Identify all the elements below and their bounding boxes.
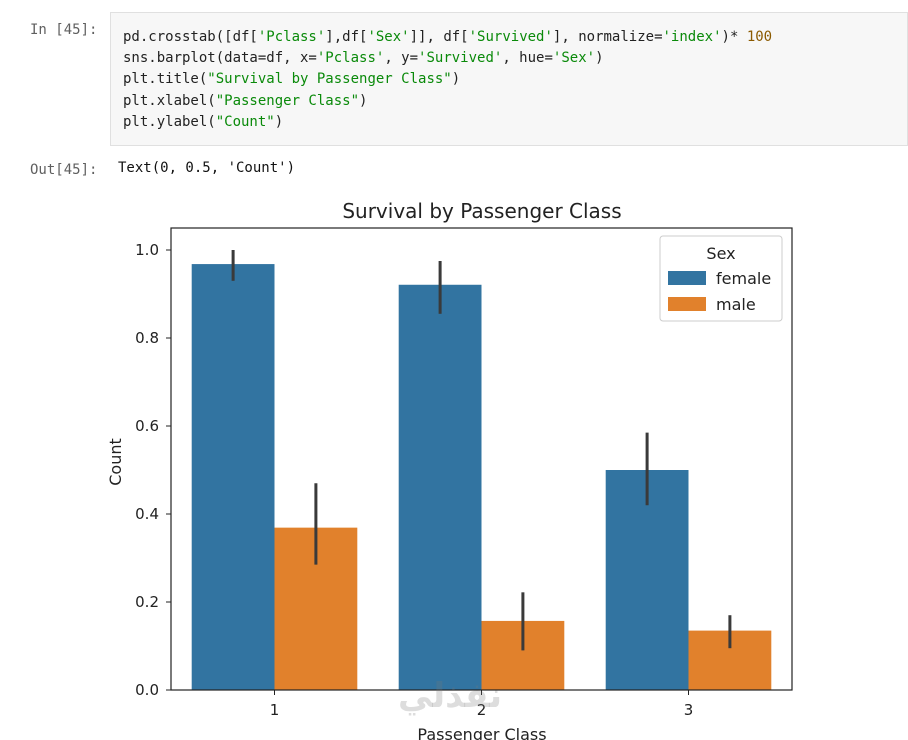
legend-label-female: female (716, 269, 771, 288)
y-tick-label: 0.2 (135, 593, 159, 611)
legend-swatch-female (668, 271, 706, 285)
legend-swatch-male (668, 297, 706, 311)
x-tick-label: 3 (684, 701, 694, 719)
code-text[interactable]: pd.crosstab([df['Pclass'],df['Sex']], df… (123, 29, 773, 130)
bars-group (191, 250, 772, 690)
chart-title: Survival by Passenger Class (342, 199, 621, 223)
input-prompt: In [45]: (30, 22, 98, 38)
y-tick-label: 0.0 (135, 681, 159, 699)
x-tick-label: 2 (477, 701, 487, 719)
x-axis-label: Passenger Class (417, 725, 546, 740)
y-tick-label: 1.0 (135, 241, 159, 259)
bar-female-2 (398, 284, 482, 690)
x-tick-label: 1 (270, 701, 280, 719)
watermark-logo: نفذلي (398, 676, 503, 716)
legend: Sex female male (659, 235, 783, 322)
output-prompt: Out[45]: (30, 162, 98, 178)
legend-label-male: male (716, 295, 756, 314)
axes-group: 1 2 3 0.0 0.2 0.4 0.6 0.8 1.0 (135, 227, 793, 719)
y-tick-label: 0.4 (135, 505, 159, 523)
y-tick-label: 0.6 (135, 417, 159, 435)
bar-female-3 (605, 470, 689, 690)
y-axis-label: Count (106, 438, 125, 486)
plot-frame (170, 227, 793, 691)
bar-female-1 (191, 264, 275, 690)
legend-title: Sex (706, 244, 735, 263)
code-cell[interactable]: pd.crosstab([df['Pclass'],df['Sex']], df… (110, 12, 908, 146)
output-text: Text(0, 0.5, 'Count') (118, 160, 296, 176)
bar-chart: Survival by Passenger Class Passenger Cl… (106, 199, 793, 740)
y-tick-label: 0.8 (135, 329, 159, 347)
